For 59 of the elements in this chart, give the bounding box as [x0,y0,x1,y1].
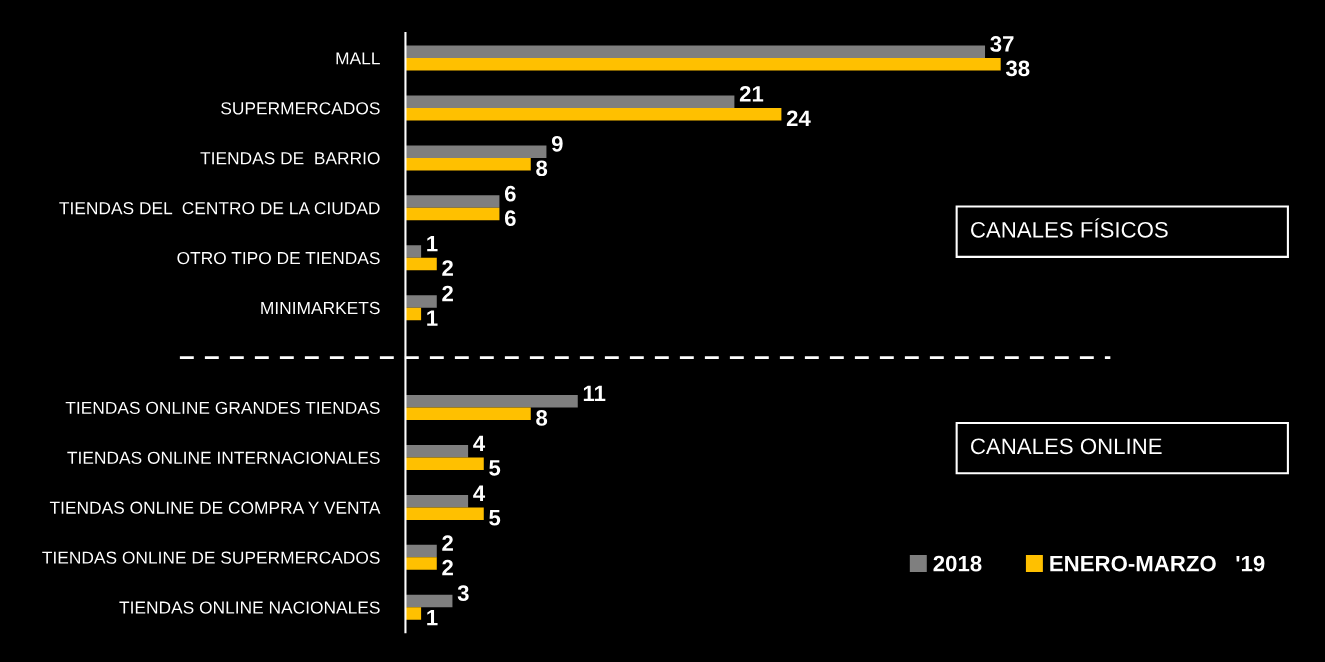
bar [405,157,531,171]
data-label: 5 [489,460,501,476]
bar [405,45,986,59]
annotation: CANALES FÍSICOS [971,218,1168,238]
bar [405,594,453,608]
data-label: 5 [489,510,501,526]
bar [405,295,437,308]
y-tick-label: MALL [336,52,380,65]
data-label: 2 [442,260,453,276]
data-label: 4 [473,485,486,501]
data-label: 6 [504,210,516,227]
bar [405,607,422,620]
bar [405,207,500,221]
bar [405,95,735,108]
legend-label: ENERO-MARZO '19 [1050,555,1265,572]
data-label: 4 [473,435,486,451]
bar [405,195,500,208]
data-label: 1 [427,609,438,626]
data-label: 6 [504,185,516,202]
data-label: 24 [786,110,811,126]
data-label: 8 [536,160,548,177]
y-tick-label: TIENDAS DE BARRIO [200,152,380,165]
bar [405,58,1001,71]
data-label: 1 [427,310,438,326]
bar [405,507,484,520]
bar [405,407,531,421]
y-tick-label: TIENDAS ONLINE DE SUPERMERCADOS [42,551,380,564]
bar [405,107,782,121]
y-tick-label: OTRO TIPO DE TIENDAS [177,251,380,265]
data-label: 9 [551,135,563,152]
bar [405,494,469,508]
y-tick-label: TIENDAS DEL CENTRO DE LA CIUDAD [59,202,380,215]
bar [405,257,437,271]
bar [405,395,578,408]
y-tick-label: MINIMARKETS [261,301,380,315]
data-label: 1 [427,235,438,252]
bar [405,307,422,321]
data-label: 3 [457,585,469,602]
data-label: 2 [442,535,453,551]
bar [405,557,437,570]
y-tick-label: TIENDAS ONLINE GRANDES TIENDAS [65,401,380,415]
data-label: 37 [990,36,1014,52]
data-label: 38 [1005,60,1030,77]
legend-label: 2018 [933,555,982,572]
data-label: 2 [442,285,453,302]
data-label: 2 [442,559,453,576]
bar [405,457,484,470]
annotation: CANALES ONLINE [971,438,1162,455]
y-tick-label: SUPERMERCADOS [221,102,380,115]
bar [405,444,469,458]
bar [405,145,547,158]
bar [405,245,422,258]
y-tick-label: TIENDAS ONLINE INTERNACIONALES [67,451,380,464]
data-label: 21 [739,85,764,102]
y-tick-label: TIENDAS ONLINE NACIONALES [119,601,380,614]
y-tick-label: TIENDAS ONLINE DE COMPRA Y VENTA [49,501,381,514]
data-label: 11 [583,385,606,402]
data-label: 8 [536,410,548,426]
bar [405,544,437,558]
